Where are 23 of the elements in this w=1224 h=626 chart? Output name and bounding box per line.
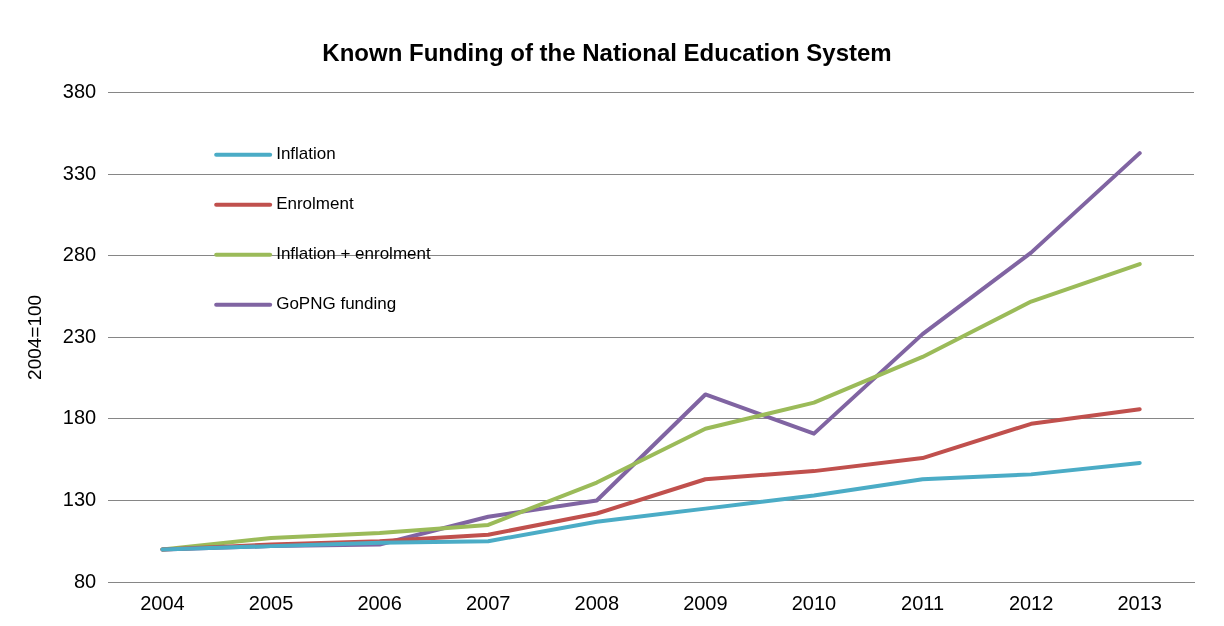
x-tick-label: 2013 xyxy=(1117,591,1162,614)
x-tick-label: 2005 xyxy=(248,591,294,614)
y-tick-label: 230 xyxy=(62,324,97,347)
legend-label: Inflation + enrolment xyxy=(276,244,431,264)
legend-label: Enrolment xyxy=(276,194,354,214)
legend-label: GoPNG funding xyxy=(276,294,397,314)
x-tick-label: 2009 xyxy=(683,591,728,614)
legend-label: Inflation xyxy=(276,144,336,164)
y-tick-label: 80 xyxy=(73,569,97,592)
x-tick-label: 2008 xyxy=(574,591,620,614)
x-tick-label: 2004 xyxy=(140,591,185,614)
y-tick-label: 330 xyxy=(62,161,97,184)
y-tick-label: 130 xyxy=(62,487,97,510)
y-tick-label: 180 xyxy=(62,406,97,429)
y-axis-title: 2004=100 xyxy=(23,294,45,380)
x-tick-label: 2006 xyxy=(357,591,402,614)
y-tick-label: 280 xyxy=(62,243,97,266)
chart-title: Known Funding of the National Education System xyxy=(322,39,892,67)
x-tick-label: 2007 xyxy=(465,591,511,614)
x-tick-label: 2011 xyxy=(901,591,945,614)
x-tick-label: 2010 xyxy=(791,591,837,614)
y-tick-label: 380 xyxy=(62,80,97,103)
x-tick-label: 2012 xyxy=(1008,591,1054,614)
